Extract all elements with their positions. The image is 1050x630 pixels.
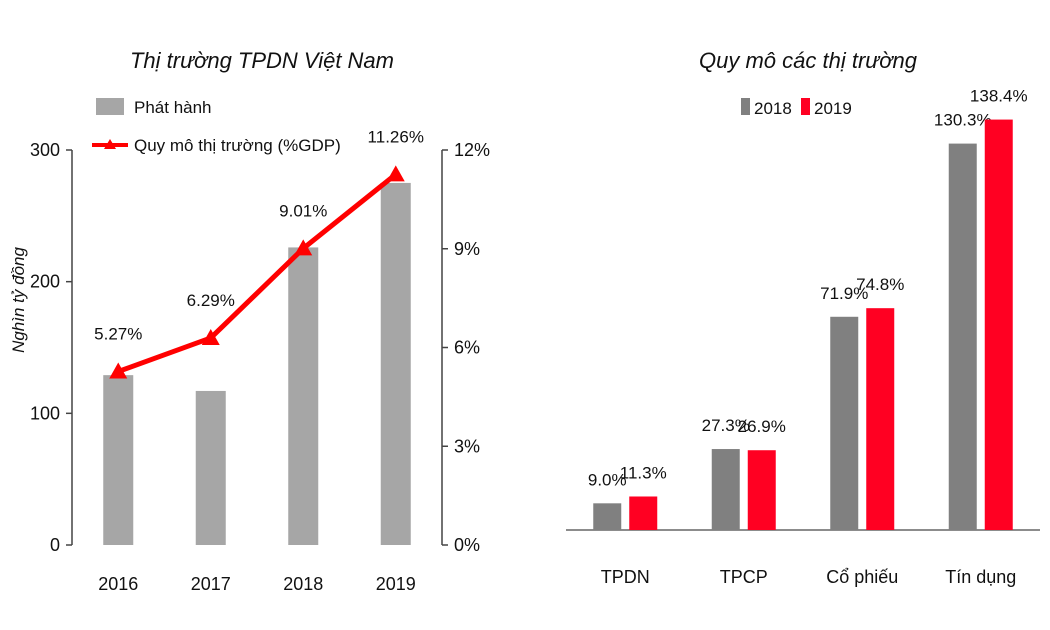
market-bar-data-label: 26.9% [738, 417, 786, 436]
market-size-data-label: 6.29% [187, 291, 235, 310]
issuance-bar [380, 182, 411, 545]
market-bar-2019 [629, 496, 658, 530]
legend-label-market-size: Quy mô thị trường (%GDP) [134, 136, 341, 155]
market-size-marker [109, 362, 128, 379]
market-bar-data-label: 11.3% [620, 463, 667, 482]
market-bar-data-label: 27.3% [702, 416, 750, 435]
left-y-tick-label: 100 [30, 403, 60, 423]
market-bar-data-label: 74.8% [856, 275, 904, 294]
issuance-bar [288, 247, 319, 545]
legend-label-2018: 2018 [754, 99, 792, 118]
right-chart: Quy mô các thị trường 2018 2019 TPDN TPCP… [566, 48, 1040, 587]
left-chart: Thị trường TPDN Việt Nam Nghìn tỷ đồng 0… [9, 48, 490, 594]
market-size-marker [201, 328, 220, 345]
legend-label-issuance: Phát hành [134, 98, 212, 117]
market-size-data-label: 5.27% [94, 325, 142, 344]
left-y-axis-label: Nghìn tỷ đồng [9, 247, 28, 353]
left-line-series: 5.27% 6.29% 9.01% 11.26% [94, 127, 424, 379]
right-y-tick-label: 0% [454, 535, 480, 555]
market-size-marker [386, 165, 405, 182]
left-y-tick-label: 0 [50, 535, 60, 555]
market-bar-2019 [984, 119, 1013, 530]
right-chart-title: Quy mô các thị trường [699, 48, 918, 73]
legend-label-2019: 2019 [814, 99, 852, 118]
right-x-tick-label: Cổ phiếu [826, 567, 898, 587]
market-bar-2019 [866, 308, 895, 530]
market-size-line [117, 172, 398, 374]
right-axes: TPDN TPCP Cổ phiếu Tín dụng [566, 529, 1040, 587]
market-size-data-label: 9.01% [279, 201, 327, 220]
market-bar-2018 [948, 143, 977, 530]
left-x-tick-label: 2017 [191, 574, 231, 594]
right-x-tick-label: Tín dụng [945, 567, 1016, 587]
left-x-tick-label: 2018 [283, 574, 323, 594]
left-bars [103, 182, 411, 545]
market-bar-2018 [711, 449, 740, 530]
legend-swatch-2019 [801, 98, 810, 115]
legend-swatch-2018 [741, 98, 750, 115]
market-size-marker [294, 239, 313, 256]
market-bar-2018 [830, 316, 859, 530]
left-axes: 0 100 200 300 0% 3% 6% 9% 12% 2016 2017 2018 2019 [30, 140, 490, 594]
market-size-data-label: 11.26% [368, 127, 424, 146]
market-bar-data-label: 138.4% [970, 87, 1028, 106]
right-y-tick-label: 6% [454, 338, 480, 358]
market-bar-data-label: 9.0% [588, 470, 627, 489]
market-bar-data-label: 130.3% [934, 111, 992, 130]
issuance-bar [103, 375, 134, 545]
left-y-tick-label: 200 [30, 272, 60, 292]
right-y-tick-label: 12% [454, 140, 490, 160]
right-legend: 2018 2019 [741, 98, 852, 118]
left-x-tick-label: 2016 [98, 574, 138, 594]
left-legend: Phát hành Quy mô thị trường (%GDP) [92, 98, 341, 155]
legend-marker-market-size [104, 139, 116, 149]
market-bar-2019 [747, 450, 776, 530]
market-bar-2018 [593, 503, 622, 530]
right-bars: 9.0% 27.3% 71.9% 130.3% 11.3% 26.9% 74.8% 138.4… [588, 87, 1028, 530]
right-x-tick-label: TPDN [601, 567, 650, 587]
legend-swatch-issuance [96, 98, 124, 115]
right-y-tick-label: 3% [454, 436, 480, 456]
left-x-tick-label: 2019 [376, 574, 416, 594]
left-y-tick-label: 300 [30, 140, 60, 160]
issuance-bar [195, 390, 226, 545]
right-y-tick-label: 9% [454, 239, 480, 259]
right-x-tick-label: TPCP [720, 567, 768, 587]
left-chart-title: Thị trường TPDN Việt Nam [130, 48, 394, 73]
market-bar-data-label: 71.9% [820, 284, 868, 303]
